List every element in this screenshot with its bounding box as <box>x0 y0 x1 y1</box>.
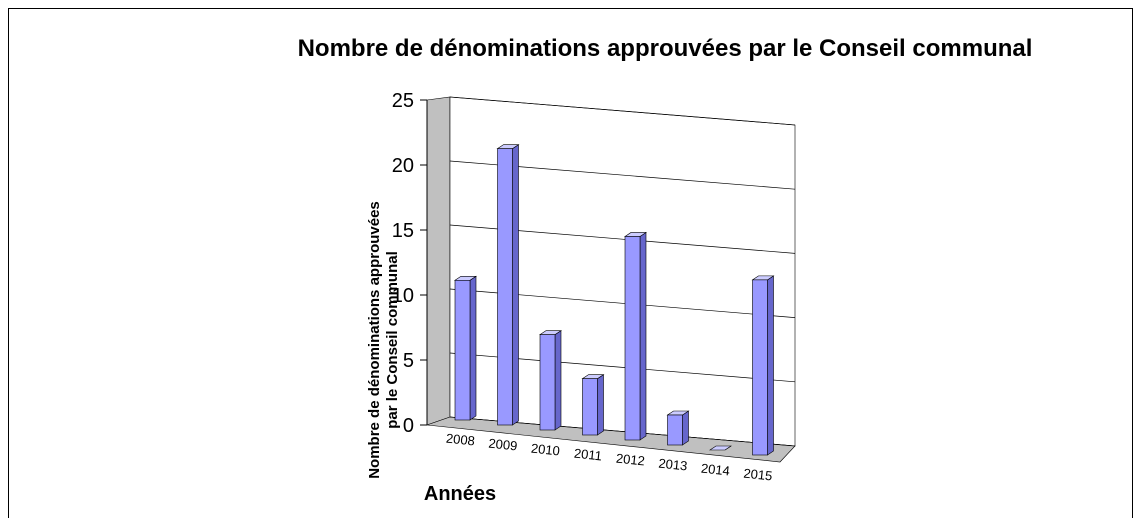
bar-face <box>469 275 477 421</box>
x-axis-title: Années <box>424 483 496 505</box>
bar-face <box>682 410 689 446</box>
x-tick-label: 2012 <box>615 451 645 469</box>
bar-face <box>454 279 471 421</box>
y-tick-label: 10 <box>392 285 414 307</box>
side-wall <box>426 96 451 426</box>
bar <box>581 374 605 436</box>
bar <box>624 231 647 441</box>
y-tick-label: 20 <box>392 155 414 177</box>
y-tick-label: 5 <box>403 350 414 372</box>
bar <box>666 410 690 446</box>
x-tick-label: 2009 <box>488 436 518 454</box>
bar-face <box>539 334 556 431</box>
bar-face <box>582 378 598 436</box>
bar-face <box>667 414 683 446</box>
y-tick-label: 15 <box>392 220 414 242</box>
y-tick-label: 0 <box>403 415 414 437</box>
x-tick-label: 2010 <box>530 441 560 459</box>
grid-line <box>449 96 796 126</box>
bar-face <box>767 275 774 456</box>
bar-face <box>512 144 519 426</box>
bar-face <box>554 330 562 431</box>
bar <box>496 144 520 426</box>
bar-face <box>752 279 768 456</box>
x-tick-label: 2011 <box>573 446 602 464</box>
bar-face <box>597 374 604 436</box>
bar-face <box>624 236 641 441</box>
x-tick-label: 2013 <box>658 456 688 474</box>
chart-title: Nombre de dénominations approuvées par l… <box>297 35 1033 62</box>
bar <box>709 445 732 451</box>
bar-face <box>497 148 513 426</box>
bar-face <box>639 231 647 441</box>
y-tick-label: 25 <box>392 90 414 112</box>
bar-face <box>709 445 732 451</box>
bar <box>539 330 562 431</box>
bar <box>751 275 775 456</box>
x-tick-label: 2015 <box>743 466 773 484</box>
x-tick-label: 2014 <box>700 461 730 479</box>
x-tick-label: 2008 <box>445 431 475 449</box>
bar <box>454 275 477 421</box>
y-axis-title: Nombre de dénominations approuvées par l… <box>366 201 401 479</box>
